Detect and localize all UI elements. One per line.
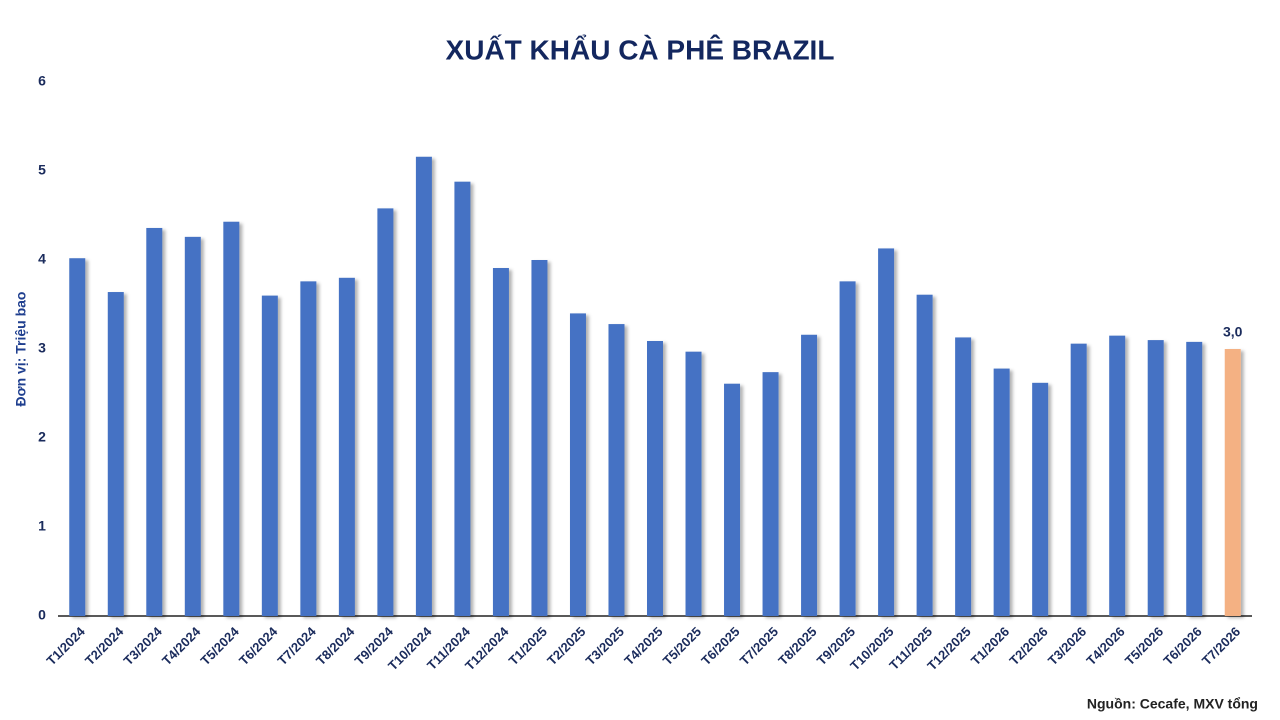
x-tick-label: T4/2024 — [159, 623, 204, 668]
bar — [415, 156, 432, 616]
value-label: 3,0 — [1223, 324, 1243, 340]
bar — [1032, 382, 1049, 616]
bar — [647, 340, 663, 616]
bar — [300, 281, 317, 616]
bar — [801, 334, 818, 616]
bar — [1224, 349, 1241, 616]
x-tick-label: T4/2026 — [1083, 624, 1127, 668]
bar — [569, 313, 586, 616]
x-tick-label: T6/2024 — [236, 623, 281, 668]
x-tick-label: T2/2024 — [82, 623, 127, 668]
x-tick-label: T5/2024 — [198, 623, 243, 668]
bar — [1109, 335, 1126, 616]
bar — [146, 227, 163, 616]
bar — [531, 260, 548, 616]
x-tick-label: T6/2025 — [698, 624, 742, 668]
bar — [338, 277, 355, 616]
x-tick-label: T8/2025 — [775, 624, 819, 668]
y-tick-label: 3 — [38, 340, 46, 356]
y-tick-label: 5 — [38, 162, 46, 178]
x-tick-label: T3/2026 — [1045, 624, 1089, 668]
x-tick-label: T7/2026 — [1199, 624, 1243, 668]
bar — [608, 324, 625, 616]
y-tick-label: 6 — [38, 73, 46, 89]
x-tick-label: T2/2026 — [1006, 624, 1050, 668]
bar — [223, 221, 240, 617]
x-tick-label: T1/2026 — [968, 624, 1012, 668]
bar — [107, 292, 124, 616]
bar — [377, 208, 394, 616]
y-tick-label: 2 — [38, 429, 46, 445]
bar — [762, 372, 779, 616]
bar — [1070, 343, 1087, 616]
bar — [492, 268, 509, 616]
x-tick-label: T3/2025 — [583, 624, 627, 668]
chart-title: XUẤT KHẨU CÀ PHÊ BRAZIL — [446, 34, 835, 65]
x-tick-label: T1/2024 — [43, 623, 88, 668]
x-tick-label: T7/2025 — [737, 624, 781, 668]
bar — [916, 294, 933, 616]
bar — [261, 295, 278, 616]
bar — [1186, 341, 1203, 616]
x-tick-label: T3/2024 — [121, 623, 166, 668]
x-tick-label: T7/2024 — [275, 623, 320, 668]
bar — [685, 351, 702, 616]
x-tick-label: T6/2026 — [1160, 624, 1204, 668]
x-tick-label: T5/2025 — [660, 624, 704, 668]
x-tick-label: T2/2025 — [544, 624, 588, 668]
y-tick-label: 4 — [38, 251, 46, 267]
x-tick-label: T12/2024 — [462, 623, 512, 673]
y-tick-label: 0 — [38, 607, 46, 623]
bar — [878, 248, 895, 616]
x-tick-label: T4/2025 — [621, 624, 665, 668]
y-tick-label: 1 — [38, 518, 46, 534]
bar — [184, 236, 201, 617]
y-axis-title: Đơn vị: Triệu bao — [13, 292, 29, 407]
x-tick-label: T5/2026 — [1122, 624, 1166, 668]
bar — [993, 368, 1010, 616]
x-tick-label: T8/2024 — [313, 623, 358, 668]
bar — [1147, 340, 1164, 616]
source-note: Nguồn: Cecafe, MXV tổng — [1087, 696, 1258, 712]
bar — [839, 281, 856, 616]
x-tick-label: T1/2025 — [506, 624, 550, 668]
bar — [69, 258, 86, 616]
bar — [724, 383, 741, 616]
bar — [454, 181, 471, 616]
bar — [955, 337, 972, 616]
